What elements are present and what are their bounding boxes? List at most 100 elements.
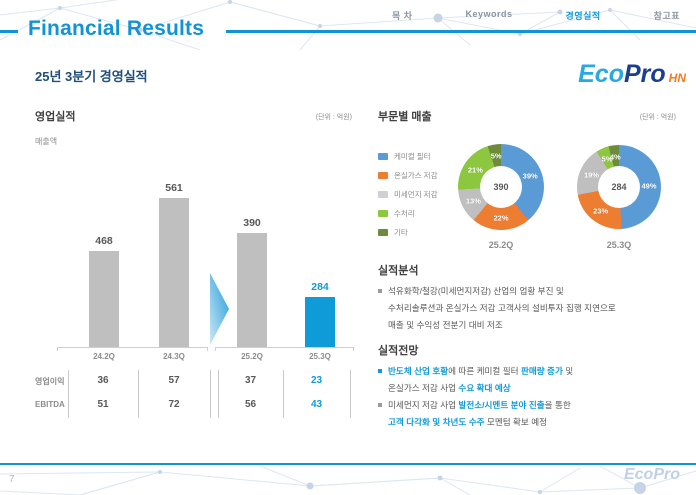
nav-item-2[interactable]: 경영실적 [565, 11, 601, 21]
slice-label-기타: 5% [490, 151, 502, 161]
donut-chart-25-3q: 284 49% 23% 19% 5% 4% [577, 145, 661, 229]
text: 수처리솔루션과 온실가스 저감 고객사의 설비투자 집행 지연으로 [388, 303, 616, 313]
donut-title-25-3q: 25.3Q [606, 240, 632, 250]
legend-item-4: 기타 [378, 223, 437, 242]
bullet-marker [378, 289, 382, 293]
slice-label-미세먼지 저감: 19% [583, 170, 599, 180]
table-cell: 51 [97, 399, 109, 410]
text: 및 [562, 366, 574, 376]
slice-label-온실가스 저감: 23% [593, 206, 609, 216]
nav-item-0[interactable]: 목 차 [392, 11, 413, 21]
right-unit-label: (단위 : 억원) [639, 114, 676, 121]
highlighted-text: 발전소/시멘트 분야 진출 [458, 400, 545, 410]
slice-label-온실가스 저감: 22% [493, 213, 509, 223]
table-divider-2 [210, 370, 211, 418]
table-cell: 37 [244, 375, 257, 386]
legend-swatch-2 [378, 191, 388, 198]
legend-item-2: 미세먼지 저감 [378, 185, 437, 204]
table-cell: 56 [244, 399, 257, 410]
donut-center-value: 390 [493, 182, 509, 192]
text: 에 따른 케미컬 필터 [448, 366, 521, 376]
x-axis-2024 [57, 347, 208, 351]
bar-25.3Q [305, 297, 335, 347]
table-divider-4 [283, 370, 284, 418]
x-axis-2025 [215, 347, 354, 351]
outlook-title: 실적전망 [378, 345, 419, 357]
table-row-label-1: EBITDA [35, 400, 65, 409]
bullet-line: 석유화학/철강(미세먼지저감) 산업의 업황 부진 및 [388, 283, 678, 300]
legend-swatch-4 [378, 229, 388, 236]
bar-24.2Q [89, 251, 119, 347]
bar-category-24.3Q: 24.3Q [163, 352, 185, 361]
legend-swatch-0 [378, 153, 388, 160]
bullet-marker [378, 403, 382, 407]
bullet-line: 미세먼지 저감 사업 발전소/시멘트 분야 진출을 통한 [388, 397, 678, 414]
legend-label-4: 기타 [394, 228, 408, 237]
highlighted-text: 수요 확대 예상 [458, 383, 511, 393]
outlook-bullets: 반도체 산업 호황에 따른 케미컬 필터 판매량 증가 및 온실가스 저감 사업 … [378, 363, 678, 431]
bullet-line: 매출 및 수익성 전분기 대비 저조 [388, 317, 678, 334]
donut-title-25-2q: 25.2Q [488, 240, 514, 250]
bar-category-24.2Q: 24.2Q [93, 352, 115, 361]
bullet-line: 고객 다각화 및 차년도 수주 모멘텀 확보 예정 [388, 414, 678, 431]
donut-center-25-3q: 284 [598, 166, 640, 208]
left-section-title: 영업실적 [35, 111, 76, 123]
slice-label-수처리: 21% [467, 165, 483, 175]
donut-chart-25-2q: 390 39% 22% 13% 21% 5% [458, 144, 544, 230]
left-unit-label: (단위 : 억원) [315, 114, 352, 121]
table-divider-0 [68, 370, 69, 418]
text: 매출 및 수익성 전분기 대비 저조 [388, 320, 503, 330]
title-left-dash [0, 30, 18, 33]
bullet-0: 반도체 산업 호황에 따른 케미컬 필터 판매량 증가 및 온실가스 저감 사업 … [378, 363, 678, 397]
logo-pro: Pro [623, 60, 666, 88]
table-cell: 72 [168, 399, 180, 410]
revenue-metric-label: 매출액 [35, 137, 58, 146]
outlook-block: 실적전망 반도체 산업 호황에 따른 케미컬 필터 판매량 증가 및 온실가스 저… [378, 342, 678, 431]
table-cell: 43 [310, 399, 323, 410]
bullet-line: 반도체 산업 호황에 따른 케미컬 필터 판매량 증가 및 [388, 363, 678, 380]
right-section-title: 부문별 매출 [378, 111, 432, 123]
text: 모멘텀 확보 예정 [484, 417, 548, 427]
legend-swatch-1 [378, 172, 388, 179]
qoq-arrow-icon [210, 273, 229, 345]
legend-swatch-3 [378, 210, 388, 217]
donut-center-25-2q: 390 [480, 166, 522, 208]
logo-eco: Eco [578, 60, 624, 88]
bullet-line: 온실가스 저감 사업 수요 확대 예상 [388, 380, 678, 397]
slice-label-미세먼지 저감: 13% [465, 196, 481, 206]
highlighted-text: 판매량 증가 [520, 366, 563, 376]
text: 을 통한 [544, 400, 571, 410]
slide-subtitle: 25년 3분기 경영실적 [35, 69, 148, 84]
page-number: 7 [9, 474, 15, 485]
bar-category-25.2Q: 25.2Q [241, 352, 263, 361]
bar-value-25.2Q: 390 [243, 217, 261, 229]
slice-label-케미컬 필터: 39% [522, 171, 538, 181]
legend-label-3: 수처리 [394, 209, 415, 218]
profit-table: 영업이익 36 57 37 23 EBITDA 51 72 56 43 [35, 368, 352, 420]
bar-value-24.3Q: 561 [165, 182, 183, 194]
legend-label-0: 케미컬 필터 [394, 152, 431, 161]
nav-item-1[interactable]: Keywords [465, 9, 513, 19]
bullet-marker [378, 369, 382, 373]
legend-label-1: 온실가스 저감 [394, 171, 438, 180]
table-divider-3 [218, 370, 219, 418]
bar-25.2Q [237, 233, 267, 347]
legend-item-0: 케미컬 필터 [378, 147, 437, 166]
bar-category-25.3Q: 25.3Q [309, 352, 331, 361]
top-nav: 목 차 Keywords 경영실적 참고표 [392, 9, 680, 22]
bullet-line: 수처리솔루션과 온실가스 저감 고객사의 설비투자 집행 지연으로 [388, 300, 678, 317]
text: 온실가스 저감 사업 [388, 383, 459, 393]
highlighted-text: 고객 다각화 및 차년도 수주 [388, 417, 485, 427]
legend-item-3: 수처리 [378, 204, 437, 223]
bar-24.3Q [159, 198, 189, 347]
slice-label-기타: 4% [609, 152, 621, 162]
slice-label-케미컬 필터: 49% [641, 181, 657, 191]
text: 미세먼지 저감 사업 [388, 400, 459, 410]
analysis-title: 실적분석 [378, 265, 419, 277]
nav-item-3[interactable]: 참고표 [653, 11, 680, 21]
table-cell: 57 [168, 375, 180, 386]
